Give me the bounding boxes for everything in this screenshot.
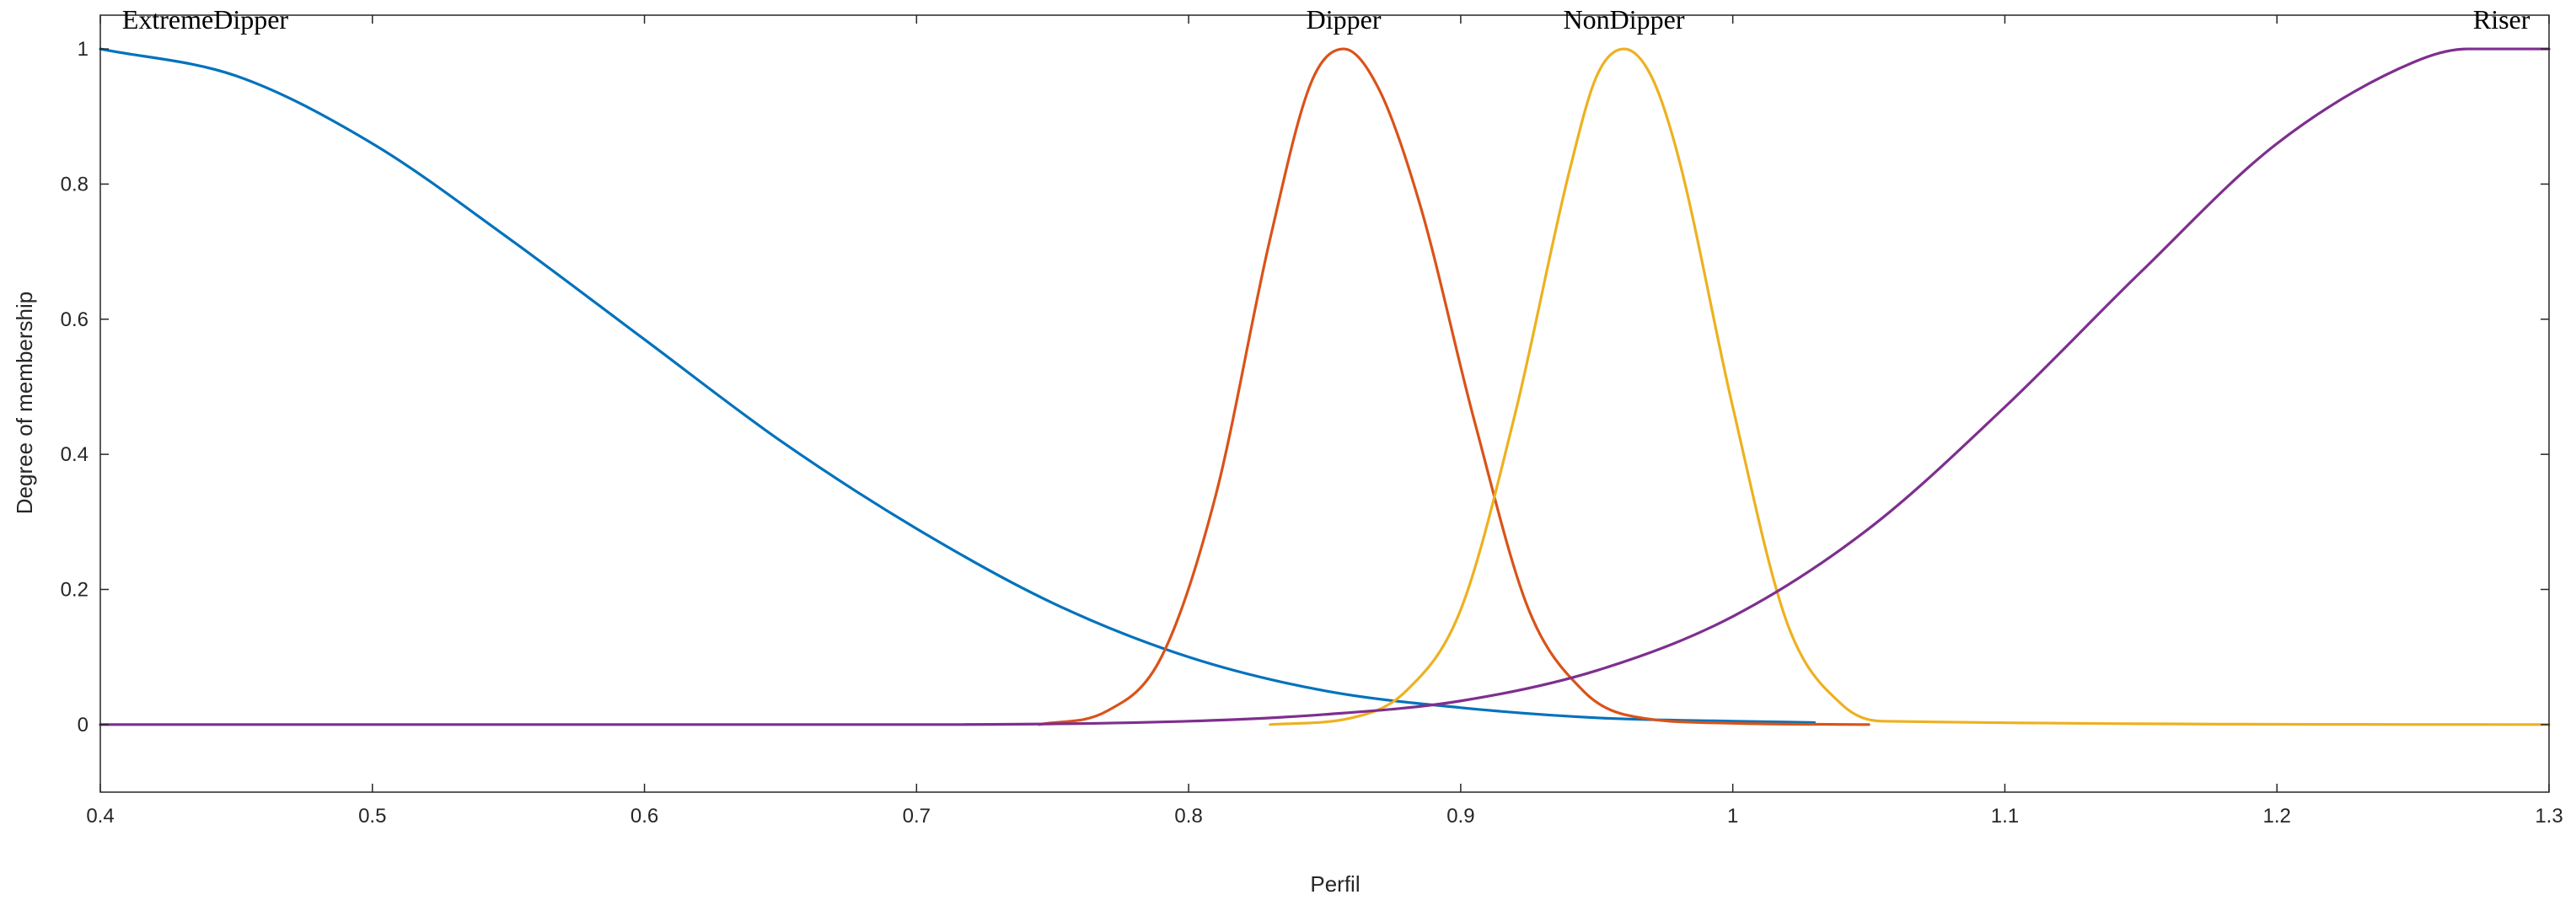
y-tick-label: 0.6 [61,308,89,331]
x-tick-label: 0.9 [1446,805,1474,828]
y-tick-label: 1 [78,38,89,61]
plot-background [100,15,2549,792]
series-annotation-riser: Riser [2473,4,2530,35]
x-tick-label: 1.2 [2263,805,2291,828]
x-axis-label: Perfil [1310,871,1360,897]
axes [99,14,2550,793]
x-tick-label: 0.6 [631,805,658,828]
y-tick-label: 0 [78,714,89,737]
y-tick-label: 0.2 [61,578,89,601]
x-tick-label: 0.4 [86,805,114,828]
series-annotation-nondipper: NonDipper [1564,4,1685,35]
series-lines [99,47,2551,726]
axes-box [99,14,2550,793]
x-tick-label: 1.1 [1991,805,2019,828]
series-line-dipper [1037,47,1870,726]
series-line-riser [99,47,2551,726]
series-line-extremedipper [99,47,1817,725]
series-annotations: ExtremeDipper Dipper NonDipper Riser [122,4,2530,35]
ticks: 0.4 0.5 0.6 0.7 0.8 0.9 1 1.1 1.2 1.3 0 0.2 0.4 0.6 0.… [61,15,2563,828]
x-tick-label: 0.8 [1174,805,1202,828]
series-annotation-dipper: Dipper [1307,4,1382,35]
plot-area [100,15,2549,792]
x-tick-label: 0.7 [903,805,931,828]
x-tick-label: 1 [1727,805,1738,828]
x-tick-label: 1.3 [2535,805,2563,828]
y-tick-label: 0.8 [61,173,89,196]
x-tick-label: 0.5 [358,805,386,828]
series-annotation-extremedipper: ExtremeDipper [122,4,289,35]
y-tick-label: 0.4 [61,443,89,466]
y-axis-label: Degree of membership [12,292,37,514]
series-line-nondipper [1269,47,2551,726]
